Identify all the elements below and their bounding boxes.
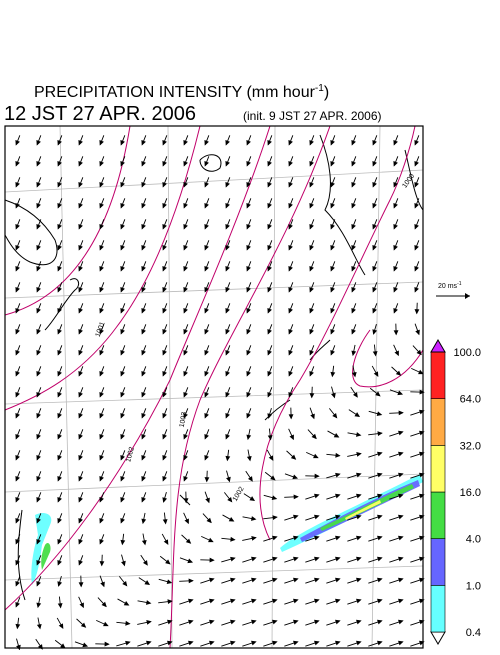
colorbar-label: 32.0 (460, 440, 481, 452)
colorbar-label: 16.0 (460, 487, 481, 499)
map: 10011002100310021000 (5, 126, 424, 649)
colorbar-segment (431, 539, 445, 586)
vector-ref-head (465, 293, 470, 299)
colorbar: 0.4 1.0 4.0 16.0 32.0 64.0 100.0 (431, 340, 481, 644)
colorbar-label: 100.0 (453, 347, 481, 359)
colorbar-label: 4.0 (466, 534, 481, 546)
map-bg (5, 126, 423, 648)
colorbar-segment (431, 399, 445, 446)
colorbar-label: 1.0 (466, 580, 481, 592)
colorbar-label: 64.0 (460, 394, 481, 406)
wind-arrow-head (17, 645, 20, 649)
title: PRECIPITATION INTENSITY (mm hour-1) (34, 83, 329, 101)
vector-ref-label: 20 ms-1 (438, 281, 462, 290)
vector-ref-exponent: -1 (457, 281, 462, 287)
title-close: ) (324, 84, 329, 101)
colorbar-segment (431, 445, 445, 492)
colorbar-segment (431, 352, 445, 399)
title-text: PRECIPITATION INTENSITY (mm hour (34, 84, 316, 101)
colorbar-over (431, 340, 445, 352)
valid-time: 12 JST 27 APR. 2006 (4, 103, 196, 125)
colorbar-under (431, 632, 445, 644)
vector-reference: 20 ms-1 (436, 281, 470, 299)
colorbar-segment (431, 492, 445, 539)
init-time: (init. 9 JST 27 APR. 2006) (243, 109, 382, 123)
vector-ref-text: 20 ms (438, 283, 458, 290)
colorbar-label: 0.4 (466, 627, 481, 639)
colorbar-segment (431, 585, 445, 632)
